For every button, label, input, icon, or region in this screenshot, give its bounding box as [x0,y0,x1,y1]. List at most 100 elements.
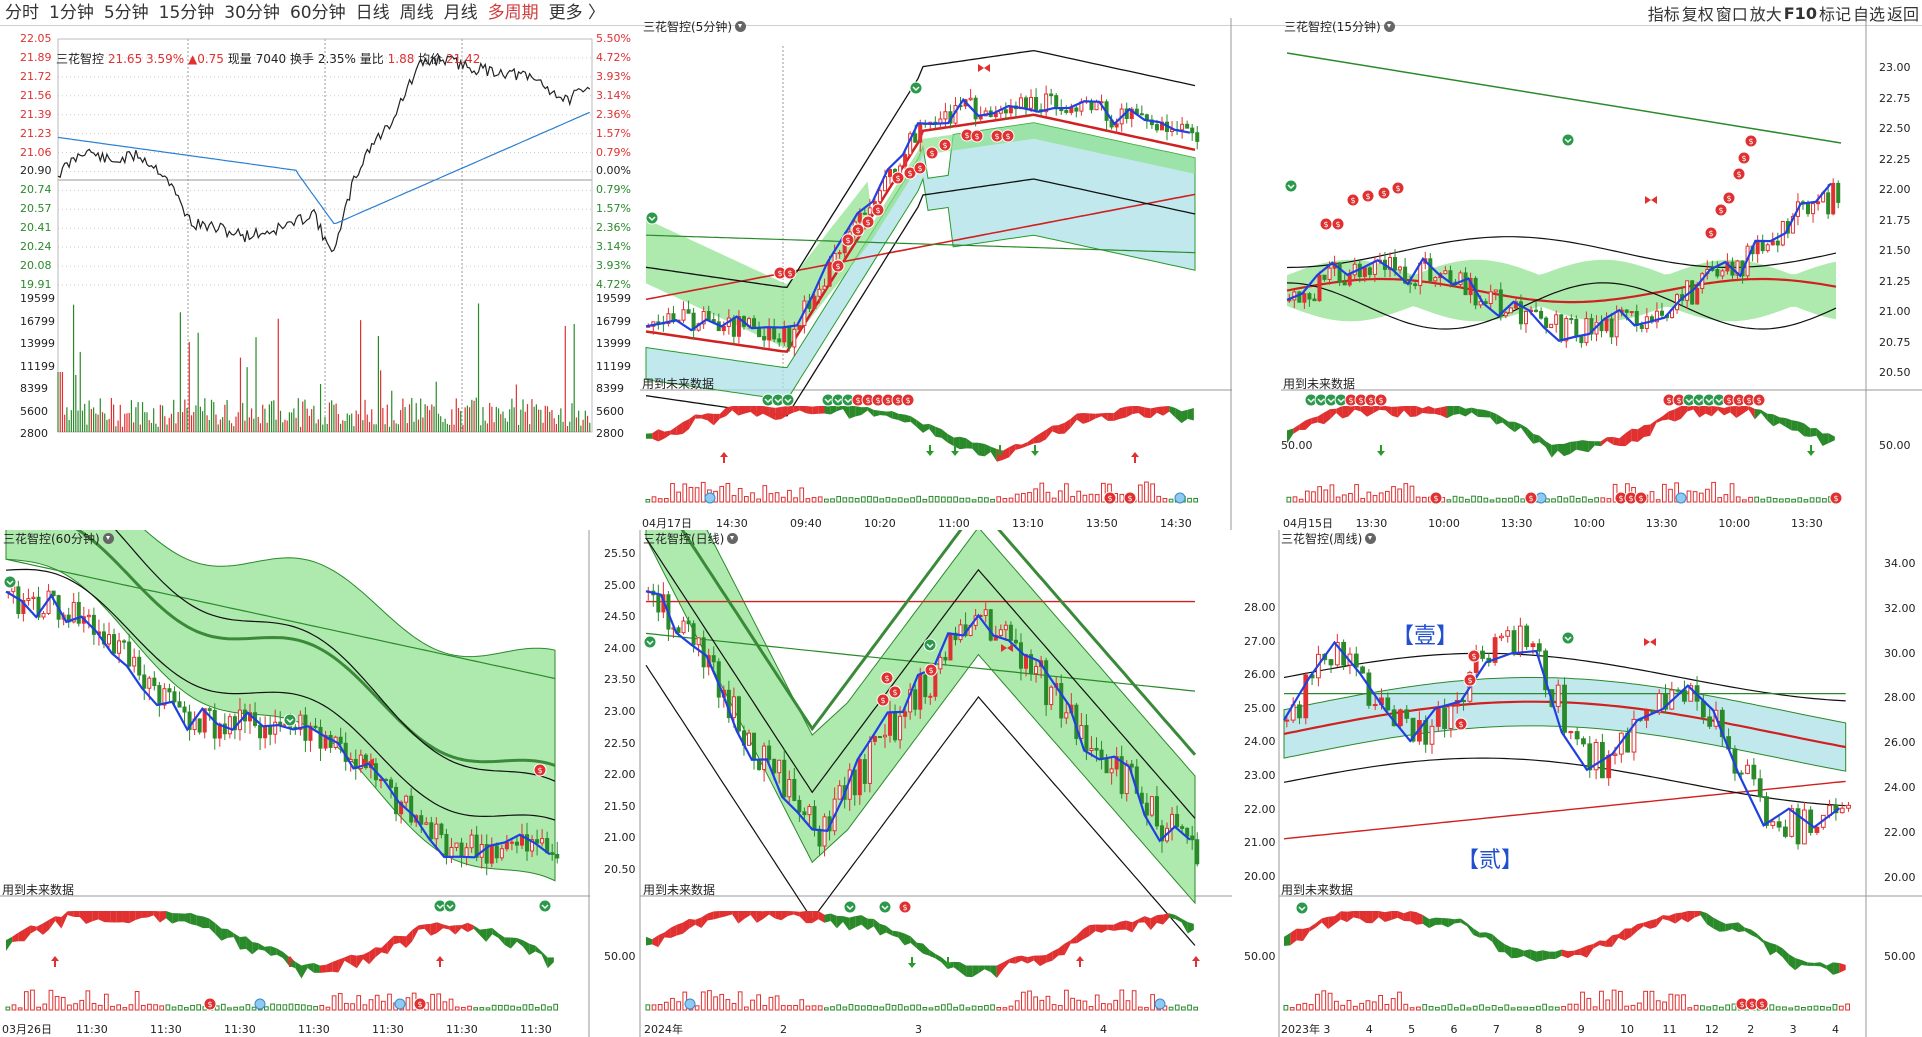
period-tab-4[interactable]: 30分钟 [224,3,280,23]
tool-button-6[interactable]: 自选 [1852,5,1885,24]
indicator-axis-label: 50.00 [1879,439,1911,452]
momentum-ribbon [682,418,690,434]
candle-body [1751,764,1757,780]
momentum-ribbon [652,935,659,948]
indicator-bar [1491,1005,1497,1011]
settings-icon[interactable] [1383,21,1395,32]
candle-body [973,97,978,120]
period-tab-3[interactable]: 15分钟 [158,3,215,23]
momentum-ribbon [1479,932,1486,938]
price-axis-label-right: 20.00 [1884,870,1916,884]
momentum-ribbon [1757,933,1764,944]
indicator-line [645,632,1196,692]
momentum-ribbon [1471,407,1478,417]
momentum-ribbon [159,911,167,923]
price-axis-label: 21.00 [1244,836,1276,850]
period-tab-1[interactable]: 1分钟 [49,3,94,23]
volume-axis-label: 8399 [20,382,48,395]
wave-annotation-one: 【壹】 [1392,624,1459,649]
settings-icon[interactable] [735,21,746,32]
time-axis-label: 10 [1620,1023,1635,1036]
momentum-ribbon [1101,924,1108,933]
signal-down-icon [843,900,857,914]
settings-icon[interactable] [727,533,739,544]
candle-body [1503,312,1508,317]
signal-coin-glyph: $ [417,1000,422,1009]
period-tab-8[interactable]: 月线 [443,3,478,23]
indicator-bar [196,1004,202,1011]
momentum-ribbon [855,915,862,928]
candle-body [1109,768,1114,774]
period-tab-7[interactable]: 周线 [399,3,434,23]
chart-15min-panel[interactable]: $ $ $ $ $ $ $ $ $ $ $ $ $ $ $ $ $ $ $ $ $ $ $ $ $ $ $ $ 三花智控(15分钟) … [1281,18,1922,530]
period-tab-2[interactable]: 5分钟 [103,3,149,23]
tool-button-2[interactable]: 窗口 [1715,5,1748,24]
time-axis-label: 03月26日 [2,1023,52,1036]
candle-body [1404,709,1410,719]
candle-body [484,843,489,864]
period-tab-9[interactable]: 多周期 [487,3,539,23]
period-tab-5[interactable]: 60分钟 [289,3,346,23]
indicator-bar [762,485,768,503]
momentum-ribbon [842,405,850,419]
momentum-ribbon [1650,918,1657,929]
momentum-ribbon [972,965,979,978]
butterfly-icon [1645,196,1657,204]
signal-coin-icon [1732,167,1746,181]
tool-button-0[interactable]: 指标 [1647,5,1680,24]
signal-coin-glyph: $ [1381,189,1386,198]
momentum-ribbon [1713,917,1720,932]
tool-button-1[interactable]: 复权 [1681,5,1714,24]
chart-5min-panel[interactable]: $ $ $ $ $ $ $ $ $ $ $ $ $ $ $ $ $ $ $ $ $ $ $ $ 三花智控(5分钟) 用到未来数… [640,18,1232,530]
momentum-ribbon [1076,413,1084,424]
indicator-bar [1187,1004,1192,1011]
chart-weekly-panel[interactable]: $ $ $ $ $ $ 三花智控(周线) 用到未来数据 【壹】 【贰】 28.00 27.0… [1232,530,1922,1037]
indicator-bar [731,495,737,503]
price-axis-label: 20.00 [1244,869,1276,883]
momentum-ribbon [246,936,253,955]
settings-icon[interactable] [102,533,114,544]
candle-body [767,745,772,760]
volume-axis-label: 16799 [20,314,55,328]
candle-body [1543,650,1548,691]
indicator-bar [1686,490,1692,503]
momentum-ribbon [726,405,733,417]
indicator-bar [387,993,392,1011]
momentum-ribbon [1359,911,1367,923]
candle-body [1480,650,1485,659]
tool-button-3[interactable]: 放大 [1749,5,1782,24]
tool-button-5[interactable]: 标记 [1818,5,1851,24]
chart-60min-panel[interactable]: $ $ $ 三花智控(60分钟) 用到未来数据 03月26日 11:30 11:30 11… [0,530,590,1037]
momentum-ribbon [959,962,967,977]
momentum-ribbon [1119,406,1127,419]
tool-button-4[interactable]: F10 [1783,3,1817,23]
chart-daily-panel[interactable]: $ $ $ $ $ 三花智控(日线) 用到未来数据 25.50 25.00 24.50 24.… [590,530,1232,1037]
period-tab-6[interactable]: 日线 [355,3,390,23]
momentum-ribbon [1776,944,1783,958]
candle-body [701,310,706,325]
signal-coin-glyph: $ [1358,396,1363,405]
candle-body [1429,725,1435,745]
momentum-ribbon [1674,405,1681,422]
signal-coin-glyph: $ [1741,154,1746,163]
momentum-ribbon [49,916,56,930]
band-fill [646,122,1195,349]
candle-body [1568,731,1574,734]
momentum-ribbon [1814,962,1821,967]
momentum-ribbon [719,911,727,918]
tool-button-7[interactable]: 返回 [1886,5,1919,24]
period-tab-10[interactable]: 更多 〉 [548,3,605,23]
candle-body [812,806,817,830]
indicator-bar [516,1006,522,1011]
momentum-ribbon [910,416,917,428]
indicator-bar [750,492,755,503]
momentum-ribbon [1379,405,1386,411]
momentum-ribbon [682,918,690,934]
settings-icon[interactable] [1365,533,1377,544]
indicator-bar [1517,1006,1522,1011]
intraday-chart-panel[interactable]: 三花智控 21.65 3.59% ▲0.75 现量 7040 换手 2.35% … [0,27,635,530]
candle-body [1149,796,1154,816]
momentum-ribbon [1397,405,1404,418]
candle-body [1789,808,1795,837]
period-tab-0[interactable]: 分时 [5,3,39,23]
